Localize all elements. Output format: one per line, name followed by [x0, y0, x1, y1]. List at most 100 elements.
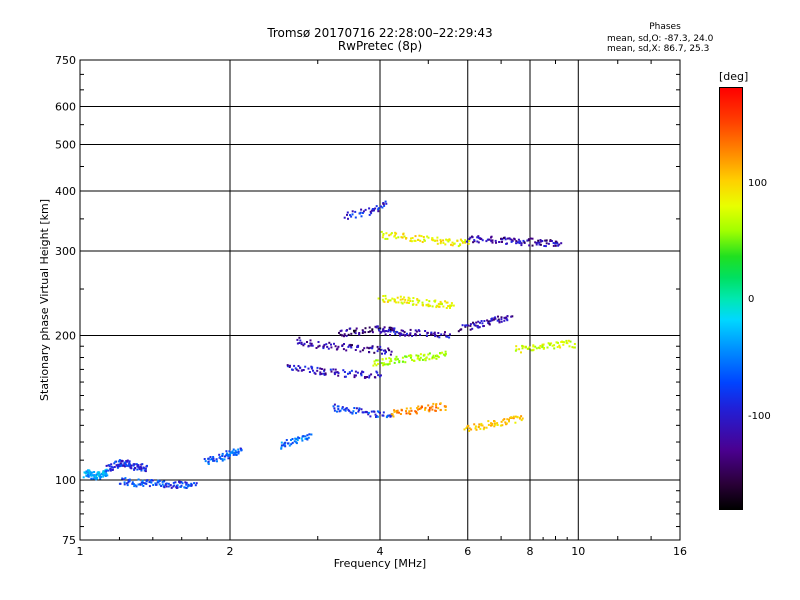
echo-point — [510, 416, 513, 419]
echo-point — [535, 242, 538, 244]
echo-point — [491, 239, 494, 242]
echo-point — [416, 407, 419, 409]
echo-point — [419, 239, 422, 242]
echo-point — [491, 241, 494, 244]
echo-point — [350, 332, 353, 335]
echo-point — [498, 320, 501, 323]
echo-point — [95, 473, 98, 476]
echo-point — [445, 238, 448, 241]
echo-point — [418, 299, 421, 302]
echo-point — [424, 358, 427, 361]
echo-point — [333, 342, 335, 345]
echo-point — [485, 240, 488, 243]
echo-point — [333, 409, 336, 412]
echo-point — [154, 482, 157, 485]
echo-point — [506, 315, 509, 318]
echo-point — [389, 358, 392, 361]
echo-point — [397, 301, 400, 304]
echo-point — [212, 457, 215, 460]
echo-point — [439, 300, 442, 303]
echo-point — [376, 371, 379, 374]
echo-point — [444, 300, 447, 303]
echo-point — [539, 344, 542, 347]
echo-point — [554, 240, 557, 243]
echo-point — [405, 355, 408, 358]
echo-point — [90, 472, 92, 475]
echo-point — [513, 238, 516, 241]
echo-point — [123, 481, 126, 484]
x-tick-label: 6 — [464, 545, 471, 558]
echo-point — [515, 240, 518, 243]
echo-point — [349, 214, 351, 217]
echo-point — [559, 346, 562, 349]
echo-point — [382, 233, 385, 235]
echo-point — [446, 335, 449, 338]
echo-point — [423, 238, 426, 241]
echo-point — [345, 329, 348, 332]
echo-point — [221, 452, 224, 455]
echo-point — [480, 424, 483, 427]
echo-point — [516, 415, 519, 418]
echo-point — [373, 362, 376, 365]
echo-point — [347, 408, 350, 411]
echo-point — [445, 335, 448, 338]
echo-point — [401, 360, 404, 363]
echo-point — [459, 238, 462, 241]
echo-point — [329, 368, 332, 371]
echo-point — [152, 484, 155, 486]
echo-point — [379, 411, 381, 414]
echo-point — [408, 354, 410, 357]
echo-point — [403, 301, 406, 304]
echo-point — [436, 242, 439, 245]
echo-point — [165, 482, 168, 485]
echo-point — [185, 487, 188, 489]
echo-point — [341, 407, 344, 410]
echo-point — [461, 241, 464, 244]
echo-point — [304, 437, 307, 440]
echo-point — [328, 341, 331, 344]
echo-point — [474, 324, 477, 327]
echo-point — [99, 477, 102, 480]
echo-point — [157, 481, 160, 484]
echo-point — [510, 315, 513, 318]
echo-point — [427, 404, 430, 407]
echo-point — [132, 463, 135, 466]
echo-point — [468, 238, 471, 241]
echo-point — [420, 235, 423, 238]
echo-point — [560, 242, 563, 245]
echo-point — [468, 240, 471, 242]
echo-point — [502, 419, 505, 422]
echo-point — [125, 482, 128, 485]
echo-point — [479, 427, 482, 430]
echo-point — [142, 481, 145, 484]
echo-point — [457, 330, 460, 333]
echo-point — [341, 344, 344, 347]
echo-point — [504, 317, 507, 320]
echo-point — [395, 232, 398, 235]
echo-point — [384, 297, 387, 300]
echo-point — [474, 427, 477, 430]
echo-point — [456, 239, 459, 242]
echo-point — [355, 412, 357, 415]
y-tick-label: 600 — [55, 101, 76, 114]
echo-point — [514, 415, 517, 418]
echo-point — [291, 441, 294, 444]
echo-point — [426, 331, 429, 334]
echo-point — [344, 409, 347, 412]
echo-point — [388, 349, 391, 352]
echo-point — [108, 464, 111, 467]
echo-point — [85, 472, 88, 475]
echo-point — [413, 239, 416, 242]
echo-point — [309, 342, 312, 345]
echo-point — [137, 483, 140, 486]
echo-point — [296, 439, 299, 442]
echo-point — [358, 407, 361, 410]
echo-point — [375, 359, 378, 362]
echo-point — [396, 410, 399, 412]
echo-point — [447, 305, 450, 308]
echo-point — [520, 419, 523, 422]
echo-point — [294, 437, 297, 440]
echo-point — [381, 330, 384, 332]
echo-point — [490, 236, 492, 239]
echo-point — [474, 425, 477, 428]
